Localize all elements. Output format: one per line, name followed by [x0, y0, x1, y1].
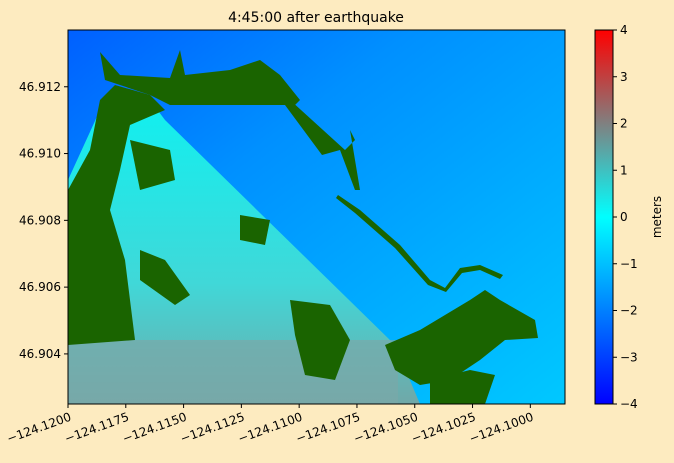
colorbar-gradient: [594, 29, 614, 405]
chart-title: 4:45:00 after earthquake: [228, 10, 404, 26]
colorbar-tick-label: −3: [620, 350, 638, 364]
y-tick-label: 46.906: [19, 280, 61, 294]
colorbar-tick-label: 2: [620, 117, 628, 131]
land-areas: [68, 50, 538, 404]
land-north-spit: [100, 50, 300, 105]
x-tick-label: −124.1175: [63, 410, 131, 446]
colorbar-tick-label: 0: [620, 210, 628, 224]
land-block-1: [140, 250, 190, 305]
y-tick-label: 46.908: [19, 213, 61, 227]
y-tick-label: 46.904: [19, 347, 61, 361]
colorbar-tick-label: −4: [620, 397, 638, 411]
x-tick-label: −124.1075: [294, 410, 362, 446]
land-left-strip: [68, 85, 165, 345]
land-block-2: [290, 300, 350, 380]
land-jetty-north: [285, 100, 360, 190]
x-axis: −124.1200−124.1175−124.1150−124.1125−124…: [5, 404, 535, 446]
x-tick-label: −124.1050: [352, 410, 420, 446]
x-tick-label: −124.1025: [410, 410, 478, 446]
map-image: [68, 30, 565, 404]
colorbar-tick-label: 3: [620, 70, 628, 84]
colorbar-tick-label: 1: [620, 163, 628, 177]
colorbar-tick-label: −2: [620, 304, 638, 318]
land-block-4: [430, 370, 495, 404]
land-block-5: [240, 215, 270, 245]
colorbar: −4 −3 −2 −1 0 1 2 3 4 meters: [594, 23, 664, 411]
y-tick-label: 46.910: [19, 147, 61, 161]
colorbar-tick-label: 4: [620, 23, 628, 37]
colorbar-label: meters: [650, 196, 664, 238]
x-tick-label: −124.1125: [178, 410, 246, 446]
land-jetty-south: [336, 195, 503, 292]
land-block-3: [385, 290, 538, 385]
x-tick-label: −124.1200: [5, 410, 73, 446]
plot-frame: [67, 29, 566, 405]
x-tick-label: −124.1150: [121, 410, 189, 446]
colorbar-tick-label: −1: [620, 257, 638, 271]
y-tick-label: 46.912: [19, 80, 61, 94]
y-axis: 46.904 46.906 46.908 46.910 46.912: [19, 80, 68, 361]
x-tick-label: −124.1000: [467, 410, 535, 446]
flooded-land-lower: [68, 340, 398, 404]
x-tick-label: −124.1100: [236, 410, 304, 446]
land-block-6: [130, 140, 175, 190]
colorbar-ticks: −4 −3 −2 −1 0 1 2 3 4: [613, 23, 638, 411]
